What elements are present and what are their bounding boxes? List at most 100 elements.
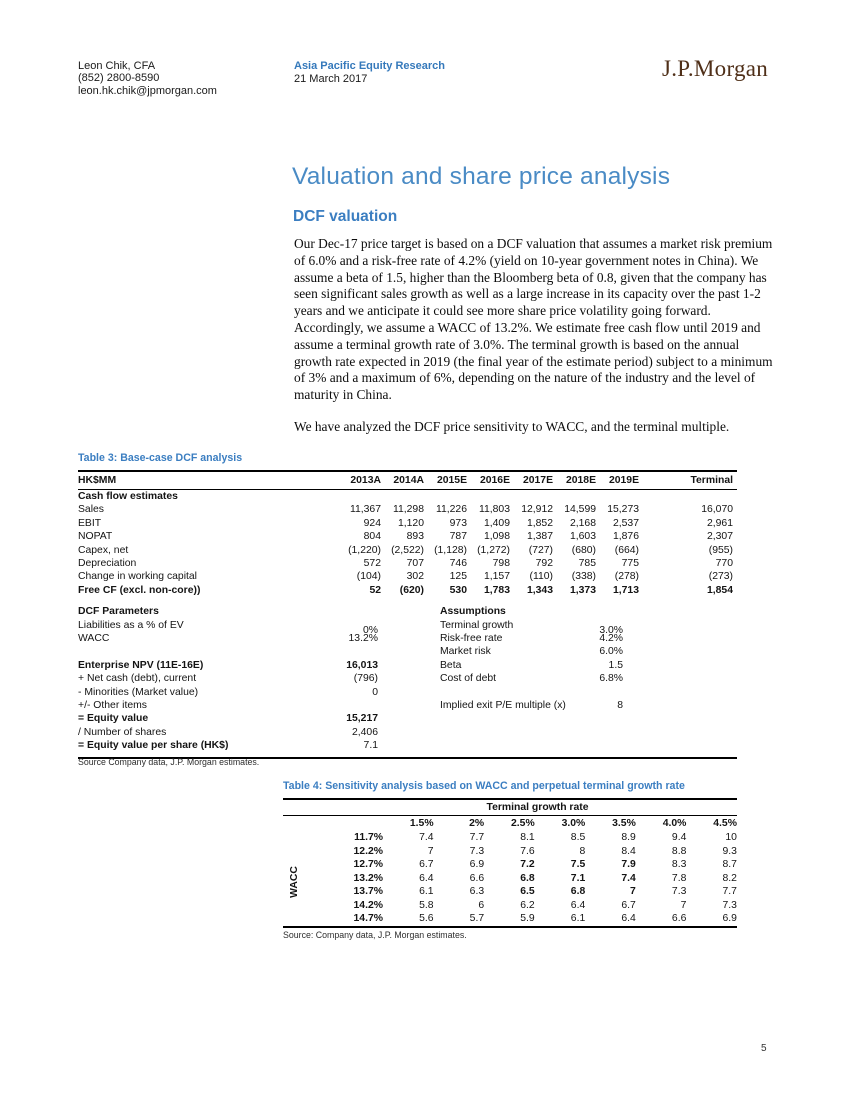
research-division-title: Asia Pacific Equity Research <box>294 60 446 72</box>
table3-cell: 924 <box>363 517 381 529</box>
table4-wacc-label: 12.7% <box>353 859 383 870</box>
dcf-parameter-value: (796) <box>353 673 378 685</box>
table4-row: 11.7% 7.4 7.7 8.1 8.5 8.9 9.4 10 <box>283 831 737 845</box>
table3-cell: 2,961 <box>706 517 733 529</box>
table4-cell: 5.8 <box>419 899 434 911</box>
table4-sensitivity-analysis: Terminal growth rate 1.5% 2% 2.5% 3.0% 3.5% 4… <box>283 798 737 928</box>
table4-cell: 7.3 <box>469 845 485 857</box>
table3-cell: (278) <box>614 571 639 583</box>
dcf-parameter-label: - Minorities (Market value) <box>78 686 199 698</box>
table3-cell: 1,157 <box>483 571 510 583</box>
dcf-parameter-label: + Net cash (debt), current <box>78 673 197 685</box>
table3-detail-line: DCF Parameters Assumptions <box>78 605 737 618</box>
table3-cell: (680) <box>571 544 596 556</box>
table4-cell: 6.7 <box>419 859 434 870</box>
table3-detail-line: Enterprise NPV (11E-16E) 16,013 Beta 1.5 <box>78 659 737 672</box>
table3-cell: 746 <box>449 558 467 570</box>
table3-cell: 787 <box>449 531 467 543</box>
dcf-parameter-value: 13.2% <box>348 633 378 645</box>
table4-cell: 6.5 <box>520 886 535 897</box>
table4-cell: 6.9 <box>722 913 737 924</box>
table3-col-header: 2018E <box>553 472 596 490</box>
author-name: Leon Chik, CFA <box>78 60 156 72</box>
table3-cell: 52 <box>369 584 381 596</box>
assumption-value: 3.0% <box>599 624 623 636</box>
table3-cell: 1,409 <box>483 517 510 529</box>
assumption-value: 1.5 <box>608 659 623 671</box>
table4-cell: 7.9 <box>621 859 636 870</box>
table3-col-header: 2013A <box>338 472 381 490</box>
table3-col-header: 2017E <box>510 472 553 490</box>
assumption-label: Terminal growth <box>440 619 514 631</box>
table3-cell: (664) <box>614 544 639 556</box>
table3-cell: 125 <box>449 571 467 583</box>
table3-row-label: Capex, net <box>78 544 129 556</box>
assumption-value <box>590 739 623 752</box>
assumption-label: Assumptions <box>440 606 506 618</box>
assumption-value <box>590 712 623 725</box>
wacc-axis-label: WACC <box>289 866 300 898</box>
dcf-parameter-label: +/- Other items <box>78 699 148 711</box>
table3-cell: (273) <box>708 571 733 583</box>
table3-cell: (1,272) <box>477 544 510 556</box>
table3-cell: 973 <box>449 517 467 529</box>
table4-header-row: 1.5% 2% 2.5% 3.0% 3.5% 4.0% 4.5% <box>283 816 737 831</box>
table4-cell: 9.3 <box>722 845 737 857</box>
table4-cell: 7.5 <box>570 859 586 870</box>
table4-cell: 8.5 <box>570 832 586 843</box>
assumption-label: Beta <box>440 659 462 671</box>
table3-cell: 1,854 <box>706 584 733 596</box>
author-phone: (852) 2800-8590 <box>78 72 160 85</box>
table4-wacc-label: 14.2% <box>353 899 383 911</box>
table3-detail-line: = Equity value 15,217 <box>78 712 737 725</box>
table4-cell: 8.2 <box>722 872 737 884</box>
table3-cell: 1,713 <box>612 584 639 596</box>
table3-row-label: Sales <box>78 504 104 516</box>
table3-cell: 1,876 <box>612 531 639 543</box>
table4-cell: 6.6 <box>671 913 687 924</box>
table3-detail-line: + Net cash (debt), current (796) Cost of d… <box>78 672 737 685</box>
table4-cell: 7.4 <box>621 872 636 884</box>
table3-cell: 2,537 <box>612 517 639 529</box>
table3-row: NOPAT 804 893 787 1,098 1,387 1,603 1,876 2,307 <box>78 530 737 543</box>
table4-row: 12.7% 6.7 6.9 7.2 7.5 7.9 8.3 8.7 <box>283 858 737 872</box>
table4-caption: Table 4: Sensitivity analysis based on W… <box>283 780 685 792</box>
table4-row: 14.2% 5.8 6 6.2 6.4 6.7 7 7.3 <box>283 899 737 913</box>
dcf-parameter-value <box>308 605 378 618</box>
assumption-label: Market risk <box>440 646 491 658</box>
dcf-paragraph: Our Dec-17 price target is based on a DC… <box>294 236 773 403</box>
table4-wacc-label: 13.7% <box>353 886 383 897</box>
table3-col-header: HK$MM <box>78 472 338 490</box>
table3-cell: 1,783 <box>483 584 510 596</box>
table3-row-label: Free CF (excl. non-core)) <box>78 584 201 596</box>
table3-cell: 15,273 <box>607 504 639 516</box>
table4-cell: 7.3 <box>722 899 737 911</box>
table3-cell: (338) <box>571 571 596 583</box>
table4-cell: 8.9 <box>621 832 636 843</box>
table4-cell: 7.8 <box>671 872 687 884</box>
table4-cell: 8.3 <box>671 859 687 870</box>
table4-wacc-label: 13.2% <box>353 872 383 884</box>
dcf-parameter-value <box>308 645 378 658</box>
table4-cell: 6.1 <box>419 886 434 897</box>
table3-cell: (2,522) <box>391 544 424 556</box>
table4-cell: 7 <box>630 886 636 897</box>
table3-col-header: 2015E <box>424 472 467 490</box>
table4-cell: 7.7 <box>469 832 485 843</box>
dcf-parameter-value: 7.1 <box>363 740 378 752</box>
table4-col-header: 1.5% <box>409 818 434 829</box>
table3-cell: (104) <box>356 571 381 583</box>
table3-cell: 792 <box>535 558 553 570</box>
table4-cell: 6.2 <box>520 899 535 911</box>
assumption-value: 6.8% <box>599 673 623 685</box>
table4-row: 13.7% 6.1 6.3 6.5 6.8 7 7.3 7.7 <box>283 885 737 899</box>
table3-detail-line: WACC 13.2% Risk-free rate 4.2% <box>78 632 737 645</box>
table4-wacc-label: 12.2% <box>353 845 383 857</box>
table4-cell: 5.6 <box>419 913 434 924</box>
table4-cell: 8.4 <box>621 845 636 857</box>
table3-cell: 785 <box>578 558 596 570</box>
table4-cell: 6.4 <box>419 872 434 884</box>
table3-detail-line: - Minorities (Market value) 0 <box>78 686 737 699</box>
table4-cell: 7 <box>680 899 687 911</box>
